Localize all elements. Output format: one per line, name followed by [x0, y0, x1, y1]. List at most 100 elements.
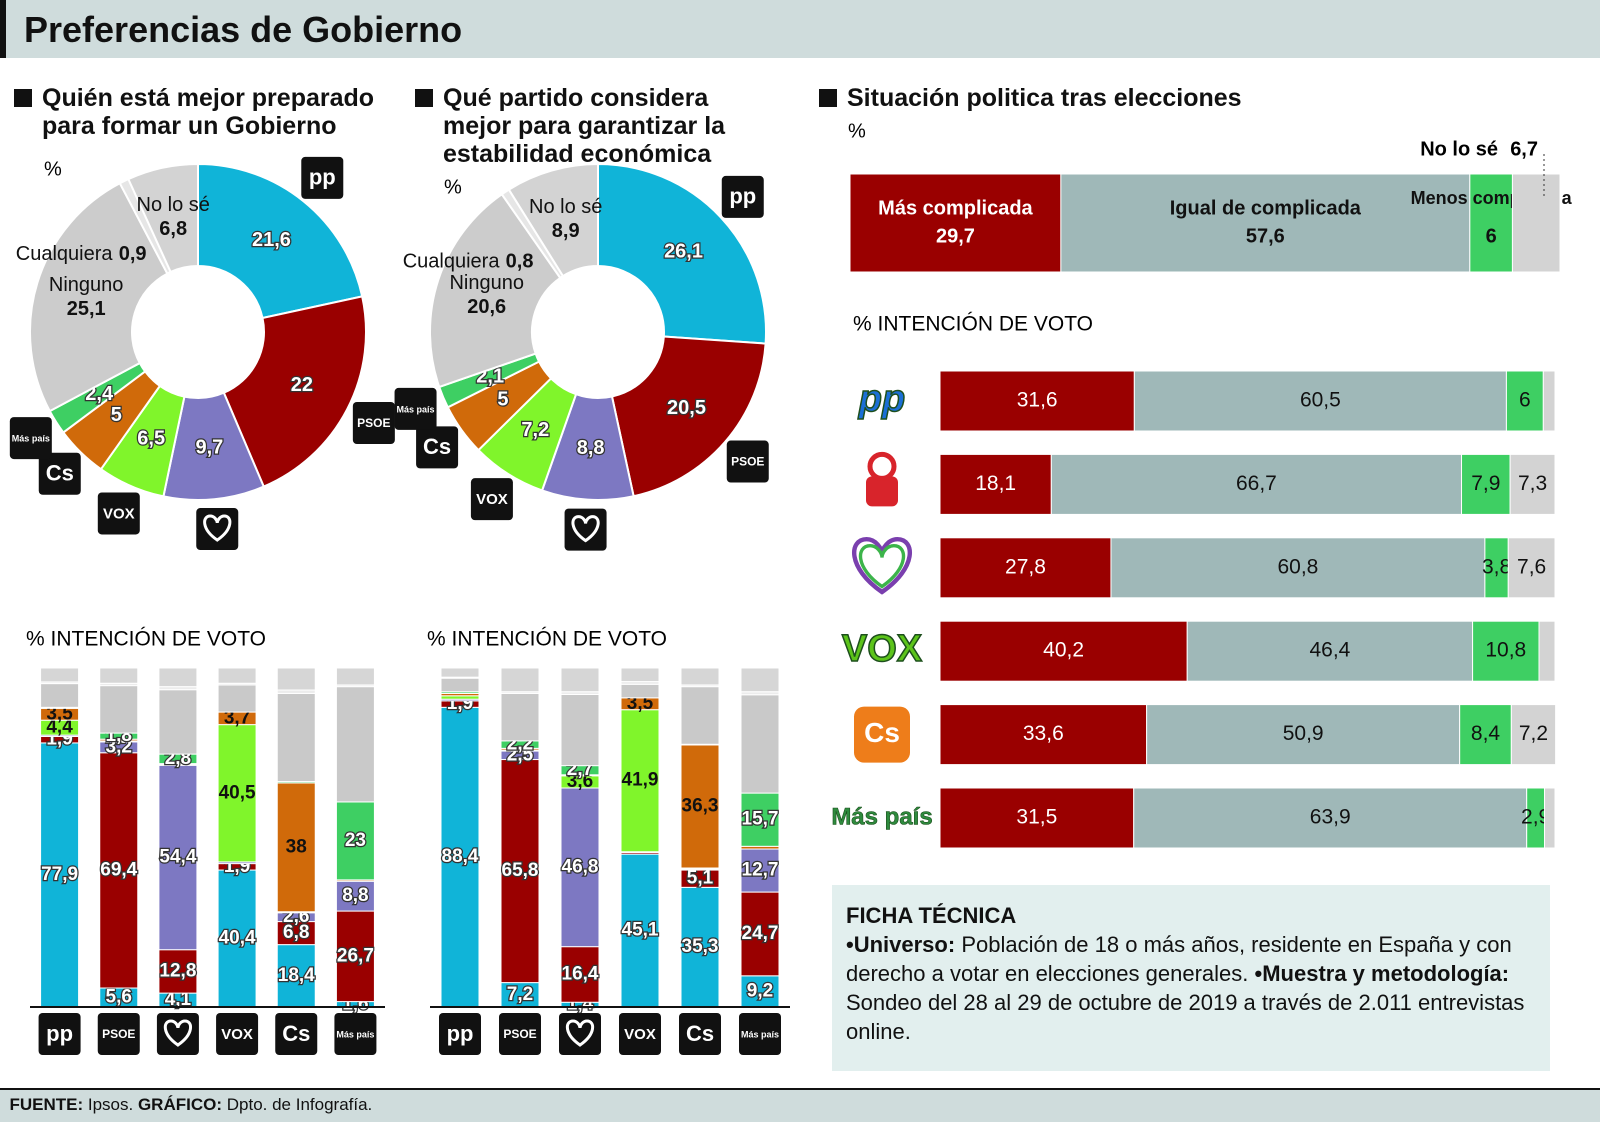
value-label: 7,2	[1519, 722, 1548, 745]
party-logo: VOX	[619, 1013, 661, 1055]
bar-segment	[1050, 453, 1463, 515]
value-label: 7,2	[521, 419, 549, 441]
value-label: 36,3	[682, 795, 719, 816]
value-label: 63,9	[1310, 806, 1351, 829]
bar-segment	[217, 684, 257, 713]
party-logo: pp	[301, 156, 344, 199]
value-label: 6,7	[1510, 138, 1538, 160]
logo-box	[439, 1013, 481, 1055]
party-logo: Más país	[9, 417, 52, 460]
logo-box	[470, 478, 513, 521]
value-label: 27,8	[1005, 555, 1046, 578]
value-label: 7,6	[1517, 555, 1546, 578]
logo-icon	[565, 1019, 595, 1047]
value-label: 40,4	[219, 928, 256, 949]
party-logo	[852, 536, 912, 595]
unit: %	[44, 158, 62, 180]
value-label: 7,2	[507, 984, 533, 1005]
party-logo	[559, 1013, 601, 1055]
logo-box	[499, 1013, 541, 1055]
bar-segment	[158, 764, 198, 951]
page-title: Preferencias de Gobierno	[24, 9, 463, 50]
bar-segment	[99, 667, 139, 684]
logo-text: Más país	[336, 1029, 374, 1039]
logo-box	[97, 1013, 140, 1055]
value-label: 18,4	[278, 965, 315, 986]
value-label: 7,3	[1518, 472, 1547, 495]
donut-segment	[127, 162, 199, 274]
source-label: FUENTE:	[9, 1095, 84, 1114]
bar-segment	[740, 848, 780, 893]
source: Ipsos.	[87, 1095, 134, 1114]
bar-segment	[680, 686, 720, 745]
value-label: 0,9	[119, 243, 147, 265]
logo-box	[739, 1013, 781, 1055]
value-label: 10,8	[1485, 639, 1526, 662]
bar-segment	[440, 695, 480, 700]
chart-title: Situación politica tras elecciones	[819, 84, 1407, 112]
chart-title: Qué partido considera mejor para garanti…	[415, 84, 763, 168]
value-label: 41,9	[622, 770, 659, 791]
logo-box	[216, 1013, 259, 1055]
ficha-label: •Muestra y metodología:	[1254, 961, 1510, 986]
bar-segment	[500, 692, 540, 742]
value-label: 22	[291, 374, 313, 396]
value-label: 6	[1519, 389, 1531, 412]
ficha-text: Sondeo del 28 al 29 de octubre de 2019 a…	[846, 990, 1525, 1044]
bar-segment	[335, 801, 375, 881]
bar-segment	[620, 709, 660, 853]
value-label: 9,2	[747, 980, 773, 1001]
logo-box	[679, 1013, 721, 1055]
bar-segment	[440, 667, 480, 678]
party-logo: VOX	[470, 478, 513, 521]
bar-segment	[217, 667, 257, 684]
value-label: 40,5	[219, 782, 256, 803]
bar-segment	[158, 667, 198, 688]
logo-box	[854, 706, 910, 763]
value-label: 60,8	[1277, 555, 1318, 578]
bar-segment	[276, 782, 316, 913]
party-logo: VOX	[97, 492, 140, 535]
party-logo: Más país	[394, 387, 437, 430]
value-label: 88,4	[442, 846, 479, 867]
bar-segment	[560, 667, 600, 693]
bar-segment	[939, 453, 1052, 515]
logo-text: VOX	[221, 1026, 253, 1043]
donut-segment	[197, 162, 364, 320]
value-label: 5	[497, 388, 508, 410]
value-label: 26,1	[664, 240, 703, 262]
value-label: 18,1	[975, 472, 1016, 495]
bar-segment	[680, 744, 720, 869]
bar-segment	[620, 683, 660, 699]
header: Preferencias de Gobierno	[0, 0, 1600, 58]
value-label: 9,7	[195, 437, 223, 459]
party-logo: PSOE	[97, 1013, 140, 1055]
bar-segment	[1507, 537, 1556, 599]
value-label: 20,6	[467, 296, 506, 318]
value-label: 7,9	[1471, 472, 1500, 495]
bar-segment	[680, 886, 720, 1008]
logo-box	[38, 1013, 81, 1055]
logo-text: PSOE	[102, 1027, 135, 1041]
party-logo	[196, 508, 239, 551]
value-label: 35,3	[682, 936, 719, 957]
logo-text: Cs	[46, 461, 74, 486]
bar-segment	[99, 685, 139, 734]
value-label: 77,9	[41, 864, 78, 885]
bar-segment	[939, 620, 1188, 682]
logo-icon	[571, 515, 600, 543]
party-logo: PSOE	[726, 440, 769, 483]
value-label: 6,5	[137, 428, 165, 450]
bar-segment	[560, 693, 600, 767]
logo-text: Más país	[397, 404, 435, 414]
bar-segment	[500, 759, 540, 984]
bar-segment	[1511, 173, 1561, 273]
bar-segment	[276, 667, 316, 691]
value-label: 2,9	[1521, 806, 1550, 829]
bar-segment	[99, 752, 139, 989]
chart-title: Quién está mejor preparado para formar u…	[14, 84, 412, 140]
party-logo	[156, 1013, 199, 1055]
category-label: Más complicada	[878, 197, 1033, 219]
logo-box	[334, 1013, 377, 1055]
ficha-text: Población de 18 o más años, residente en…	[846, 932, 1512, 986]
